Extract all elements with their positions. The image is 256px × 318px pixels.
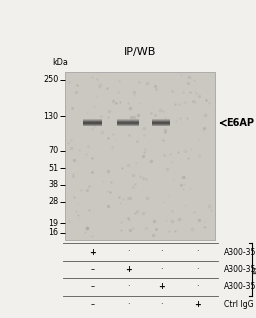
Text: 28: 28	[48, 197, 58, 206]
Text: ·: ·	[160, 300, 163, 309]
Text: A300-352A-2: A300-352A-2	[224, 282, 256, 292]
Text: 250: 250	[43, 75, 58, 84]
Text: 130: 130	[43, 112, 58, 121]
Text: 16: 16	[48, 228, 58, 237]
Text: ·: ·	[127, 282, 129, 292]
Text: A300-351A-2: A300-351A-2	[224, 247, 256, 257]
Text: kDa: kDa	[52, 58, 68, 67]
Text: +: +	[158, 282, 165, 292]
Text: ·: ·	[127, 300, 129, 309]
Text: A300-351A-1: A300-351A-1	[224, 265, 256, 274]
Text: IP/WB: IP/WB	[124, 47, 156, 57]
Text: –: –	[90, 282, 94, 292]
Text: ·: ·	[196, 282, 198, 292]
Text: 19: 19	[48, 218, 58, 228]
Text: 38: 38	[48, 180, 58, 189]
Bar	[65, 72, 215, 240]
Text: 51: 51	[48, 164, 58, 173]
Text: IP: IP	[252, 266, 256, 273]
Text: ·: ·	[160, 265, 163, 274]
Text: ·: ·	[160, 247, 163, 257]
Text: –: –	[90, 265, 94, 274]
Text: +: +	[194, 300, 200, 309]
Text: ·: ·	[127, 247, 129, 257]
Text: E6AP: E6AP	[226, 118, 254, 128]
Text: –: –	[90, 300, 94, 309]
Text: ·: ·	[196, 247, 198, 257]
Text: ·: ·	[196, 265, 198, 274]
Text: Ctrl IgG: Ctrl IgG	[224, 300, 254, 309]
Text: +: +	[89, 247, 95, 257]
Text: +: +	[125, 265, 131, 274]
Text: 70: 70	[48, 146, 58, 155]
